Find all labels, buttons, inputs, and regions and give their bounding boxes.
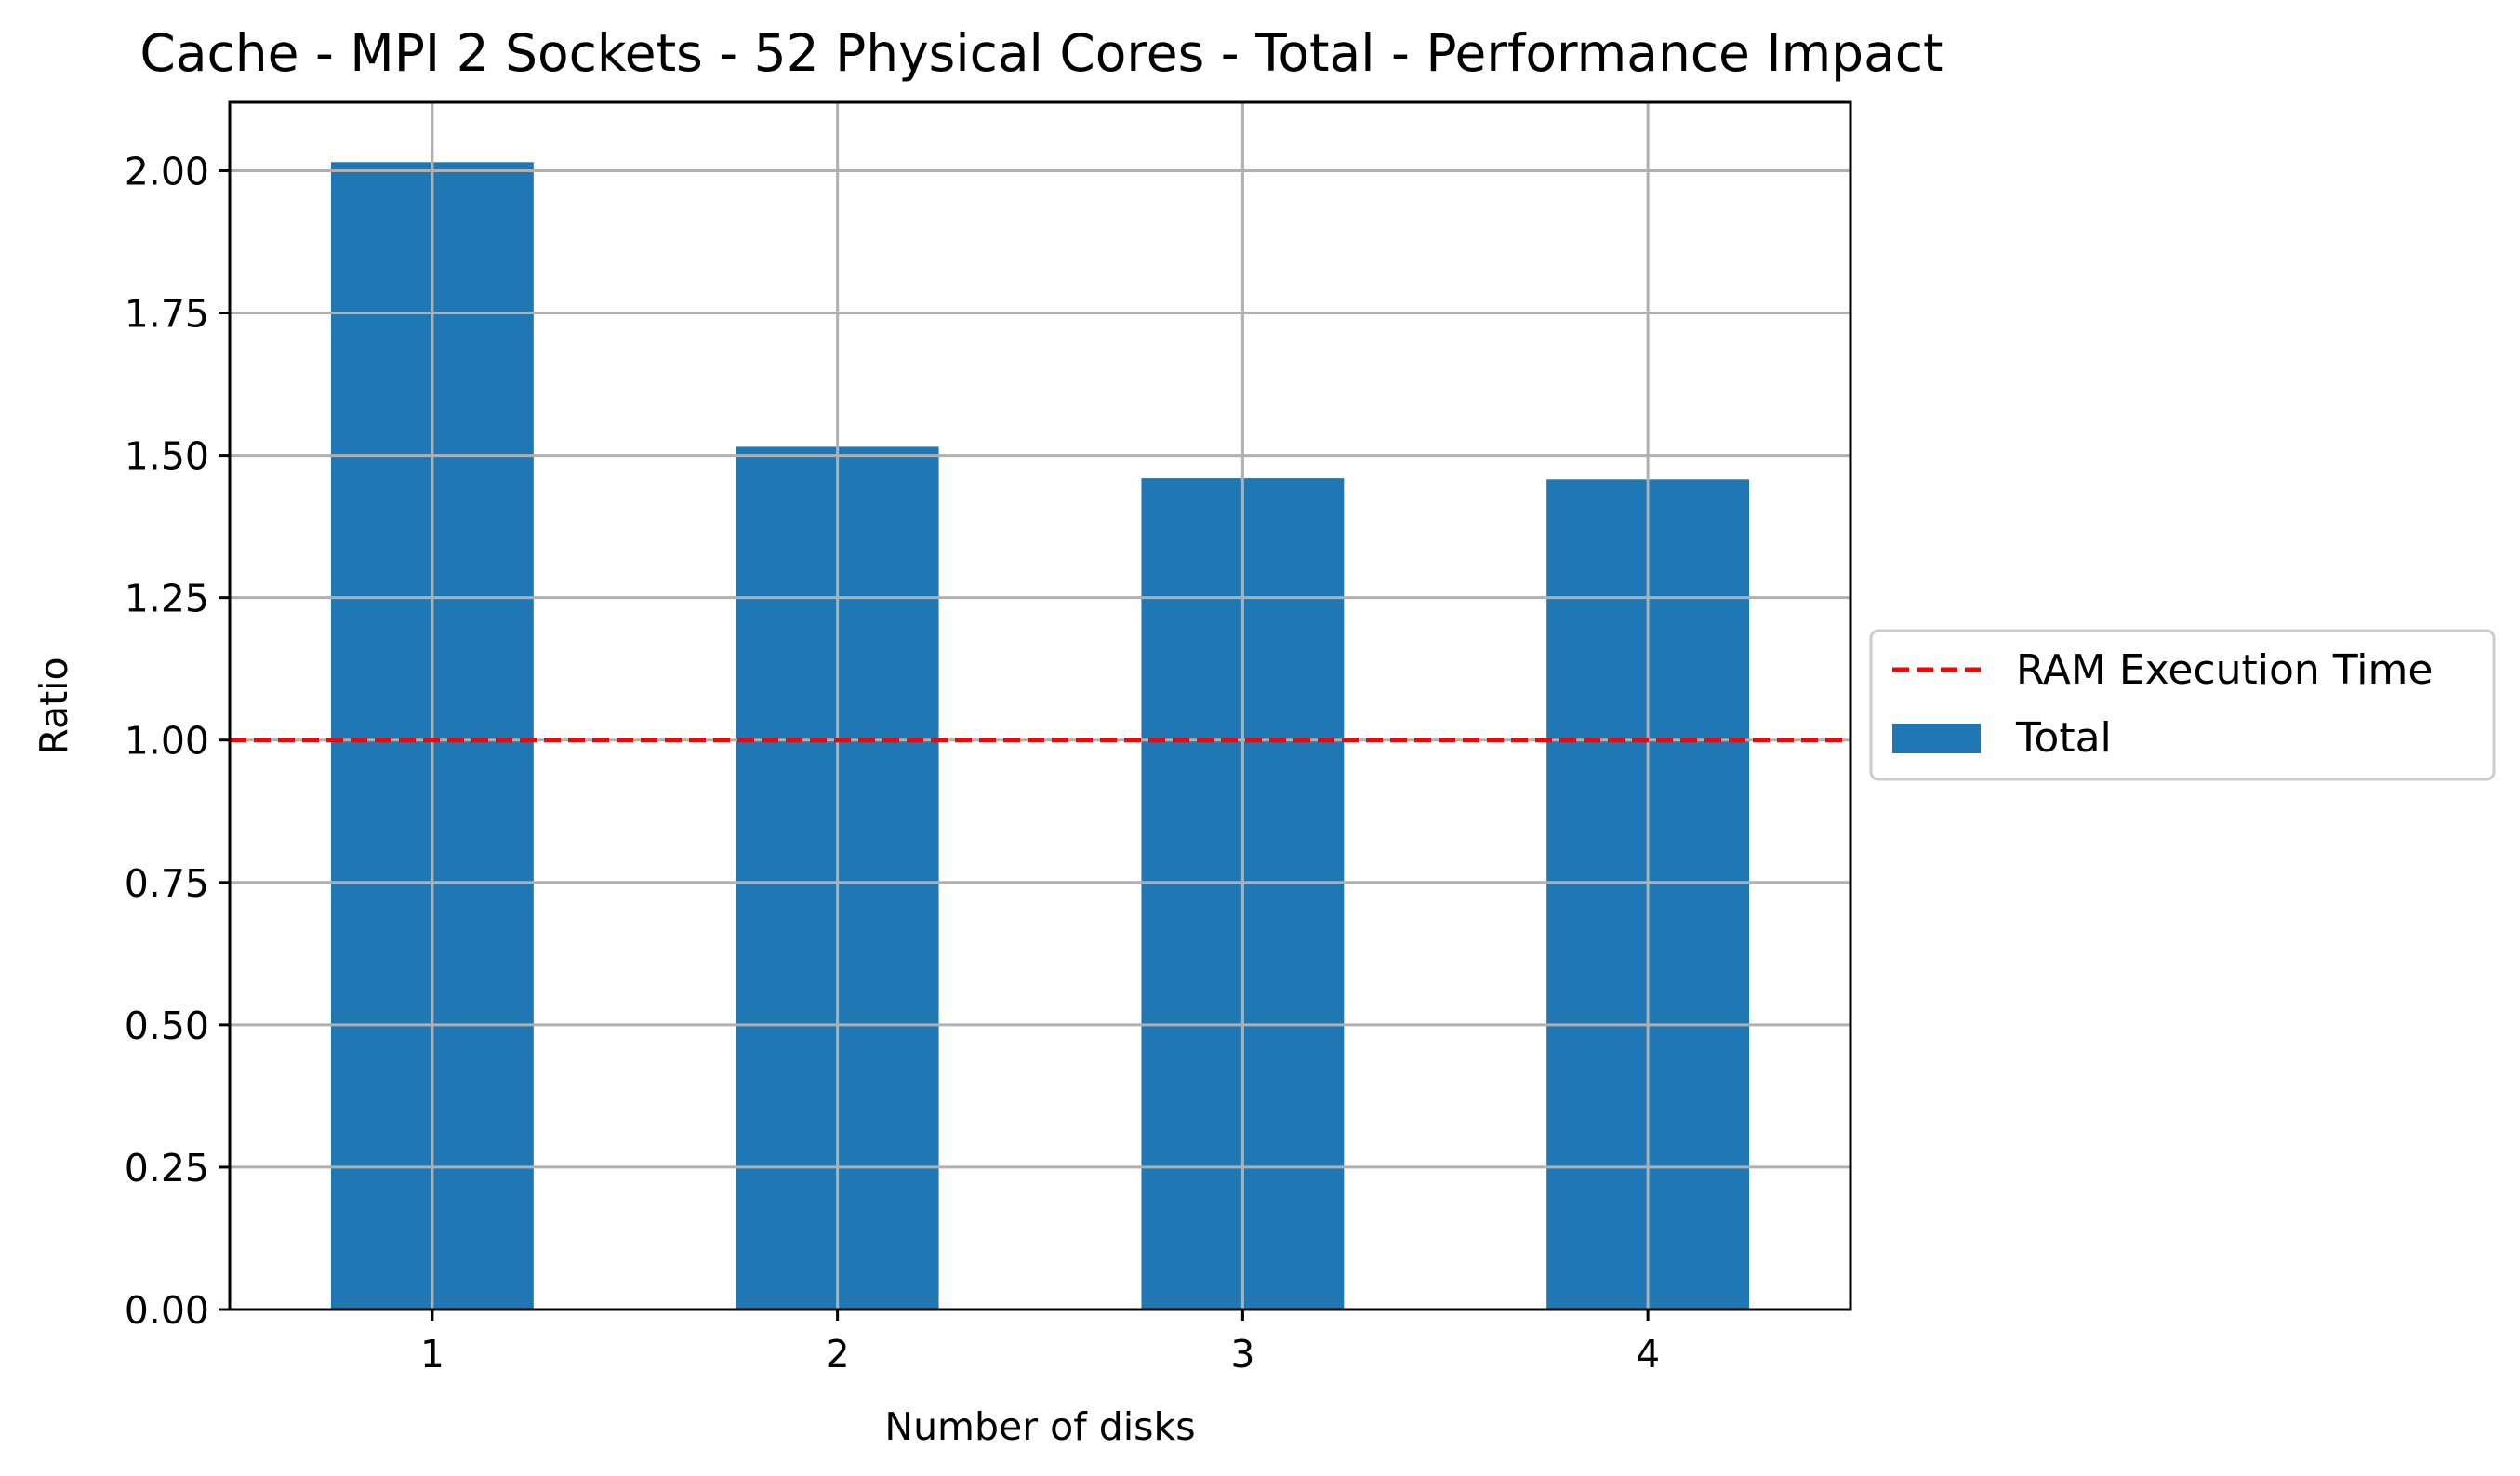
y-tick-label: 1.50 (125, 434, 209, 479)
legend-ref-line-label: RAM Execution Time (2016, 646, 2433, 694)
y-ticks: 0.00 0.25 0.50 0.75 1.00 1.25 1.50 1.75 2.00 (125, 149, 230, 1333)
y-tick-label: 0.75 (125, 861, 209, 906)
x-tick-label: 4 (1636, 1332, 1660, 1376)
x-tick-label: 2 (826, 1332, 850, 1376)
legend: RAM Execution Time Total (1869, 629, 2496, 781)
legend-bar-swatch (1892, 724, 1981, 753)
plot-area-frame (228, 100, 1852, 1311)
legend-box (1869, 629, 2496, 781)
x-ticks: 1 2 3 4 (420, 1310, 1660, 1376)
chart-title: Cache - MPI 2 Sockets - 52 Physical Core… (139, 23, 1943, 83)
y-tick-label: 1.75 (125, 292, 209, 337)
legend-bar-label: Total (2015, 714, 2112, 762)
y-tick-label: 2.00 (125, 149, 209, 193)
x-tick-label: 3 (1230, 1332, 1254, 1376)
y-tick-label: 1.25 (125, 577, 209, 621)
y-axis-label: Ratio (32, 657, 76, 754)
y-tick-label: 0.25 (125, 1146, 209, 1190)
y-tick-label: 0.50 (125, 1004, 209, 1048)
y-tick-label: 0.00 (125, 1288, 209, 1333)
y-tick-label: 1.00 (125, 719, 209, 764)
x-axis-label: Number of disks (884, 1404, 1195, 1449)
grid-lines (230, 102, 1850, 1311)
x-tick-label: 1 (420, 1332, 444, 1376)
